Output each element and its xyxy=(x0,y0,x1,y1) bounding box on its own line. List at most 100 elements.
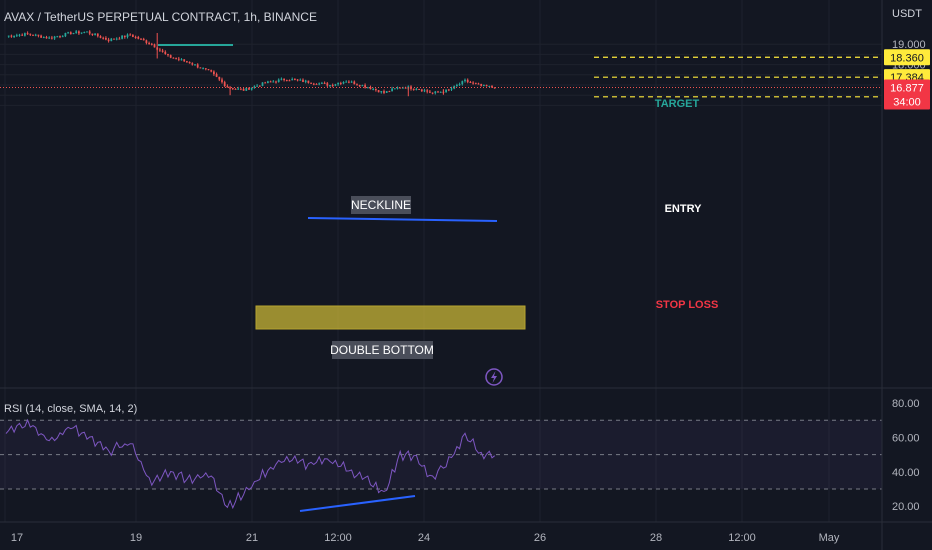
candle xyxy=(61,35,64,38)
candle xyxy=(353,80,356,85)
candle xyxy=(364,83,366,89)
candle xyxy=(334,83,337,87)
candle-body xyxy=(453,85,456,89)
candle-body xyxy=(353,81,356,85)
candle-body xyxy=(285,80,288,82)
candle xyxy=(385,91,388,93)
candle-body xyxy=(393,88,396,90)
candle xyxy=(132,34,134,38)
candle xyxy=(213,70,215,76)
candle xyxy=(202,67,204,70)
candle xyxy=(75,29,78,34)
candle-body xyxy=(250,87,253,90)
candle xyxy=(177,56,180,62)
candle xyxy=(256,84,258,87)
candle xyxy=(329,84,331,88)
neckline-annotation[interactable]: NECKLINE xyxy=(351,196,411,214)
candle-body xyxy=(480,83,483,86)
candle xyxy=(472,81,474,85)
candle-body xyxy=(437,91,439,93)
candle-body xyxy=(115,38,118,40)
candle-body xyxy=(37,34,40,36)
lightning-icon[interactable] xyxy=(485,368,503,386)
candle-body xyxy=(277,79,280,82)
neckline-line xyxy=(307,217,498,222)
candle-body xyxy=(45,37,48,39)
rsi-label[interactable]: RSI (14, close, SMA, 14, 2) xyxy=(4,403,137,415)
candle-body xyxy=(69,32,72,35)
candle-body xyxy=(456,85,458,87)
candle-body xyxy=(458,84,461,86)
time-tick-label: 12:00 xyxy=(324,532,352,544)
double-bottom-annotation[interactable]: DOUBLE BOTTOM xyxy=(330,341,434,359)
candle xyxy=(123,35,126,39)
candle xyxy=(429,89,431,94)
candle-body xyxy=(342,82,345,84)
candle xyxy=(307,80,310,84)
candle xyxy=(453,85,456,90)
candle-body xyxy=(399,87,402,89)
candle xyxy=(140,38,142,40)
candle-body xyxy=(72,32,75,35)
candle xyxy=(372,87,375,91)
candle xyxy=(493,87,496,89)
candle-body xyxy=(118,38,121,40)
candle xyxy=(188,61,191,64)
candle-body xyxy=(121,35,123,39)
candle-body xyxy=(202,68,204,70)
time-tick-label: 17 xyxy=(11,532,23,544)
candle xyxy=(264,81,267,84)
candle xyxy=(199,67,202,69)
symbol-title[interactable]: AVAX / TetherUS PERPETUAL CONTRACT, 1h, … xyxy=(4,10,317,24)
candle-body xyxy=(302,79,304,82)
candle xyxy=(24,32,26,37)
candle-body xyxy=(445,89,447,93)
candle xyxy=(326,81,329,88)
candle xyxy=(458,82,461,87)
candle-body xyxy=(415,88,418,90)
candle xyxy=(218,76,221,82)
candle xyxy=(464,78,466,83)
time-tick-label: 26 xyxy=(534,532,546,544)
candle-body xyxy=(296,79,299,81)
candle-body xyxy=(86,31,88,33)
candle xyxy=(294,78,296,81)
candle xyxy=(321,81,323,84)
candle xyxy=(234,88,237,90)
candle-body xyxy=(59,36,61,38)
candle-body xyxy=(32,34,34,36)
time-tick-label: May xyxy=(819,532,840,544)
candle xyxy=(296,79,299,82)
candle xyxy=(59,35,61,39)
candle-body xyxy=(29,33,32,35)
candle xyxy=(358,84,361,88)
neckline-label-bg xyxy=(351,196,411,214)
candle xyxy=(423,88,426,93)
candle-body xyxy=(188,61,191,64)
candle-body xyxy=(53,36,56,39)
candle xyxy=(80,32,83,35)
candle-body xyxy=(431,92,434,94)
candle xyxy=(29,33,32,37)
rsi-line xyxy=(5,418,496,512)
candle-body xyxy=(194,64,196,66)
candle-body xyxy=(412,88,415,90)
candle xyxy=(64,32,67,38)
candle-body xyxy=(488,85,491,87)
candle xyxy=(45,35,48,39)
candle-body xyxy=(164,51,167,54)
candle xyxy=(40,34,42,38)
candle-body xyxy=(318,83,321,85)
candle-body xyxy=(42,37,45,39)
candle-body xyxy=(396,87,399,89)
candle xyxy=(356,83,358,86)
candle xyxy=(461,80,464,86)
currency-label: USDT xyxy=(892,8,922,20)
candle-body xyxy=(80,32,83,34)
candle-body xyxy=(91,33,94,35)
candle xyxy=(258,85,261,87)
candle-body xyxy=(51,37,53,39)
candle xyxy=(194,64,196,66)
candle-body xyxy=(423,90,426,92)
